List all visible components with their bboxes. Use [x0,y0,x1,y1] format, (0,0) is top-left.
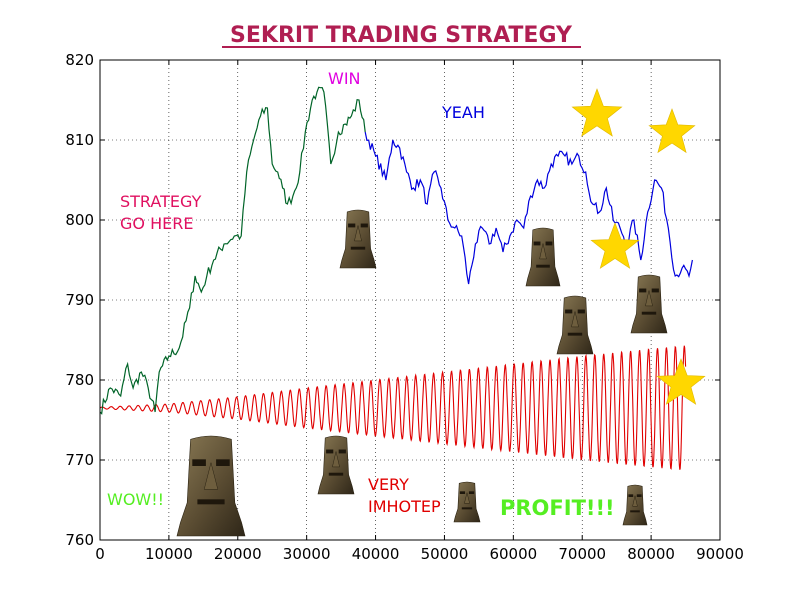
annotation-win: WIN [328,69,361,88]
moai-head-icon [317,435,355,495]
moai-head-icon [622,484,648,526]
y-tick-label: 800 [65,211,94,229]
series-line [100,86,366,415]
annotation-go-here: GO HERE [120,214,193,233]
x-tick-label: 10000 [145,545,193,563]
annotation-wow: WOW!! [107,490,164,509]
y-tick-label: 820 [65,51,94,69]
x-tick-label: 20000 [214,545,262,563]
x-tick-label: 70000 [558,545,606,563]
x-tick-label: 80000 [627,545,675,563]
star-icon [590,222,640,269]
star-icon [571,88,623,137]
moai-head-icon [525,227,561,287]
stars [571,88,706,405]
annotation-yeah: YEAH [441,103,485,122]
annotation-strategy: STRATEGY [120,192,202,211]
star-icon [648,108,696,154]
y-tick-label: 780 [65,371,94,389]
oscillation-series-line [100,345,687,470]
star-icon [656,358,706,405]
moai-head-icon [556,295,594,355]
annotation-imhotep: IMHOTEP [368,497,441,516]
chart-title: SEKRIT TRADING STRATEGY [230,23,573,48]
y-tick-label: 810 [65,131,94,149]
x-tick-label: 30000 [283,545,331,563]
moai-heads [176,209,668,537]
y-tick-label: 770 [65,451,94,469]
x-tick-label: 60000 [489,545,537,563]
axis-ticks: 0 10000 20000 30000 40000 50000 60000 70000 8000… [65,51,744,563]
moai-head-icon [176,435,246,537]
moai-head-icon [453,481,481,523]
x-tick-label: 40000 [352,545,400,563]
x-tick-label: 50000 [421,545,469,563]
annotation-very: VERY [368,475,409,494]
x-tick-label: 0 [95,545,105,563]
moai-head-icon [630,274,668,334]
annotation-profit: PROFIT!!! [500,496,615,520]
y-tick-label: 760 [65,531,94,549]
moai-head-icon [339,209,377,269]
y-tick-label: 790 [65,291,94,309]
x-tick-label: 90000 [696,545,744,563]
plot-frame [99,59,721,541]
